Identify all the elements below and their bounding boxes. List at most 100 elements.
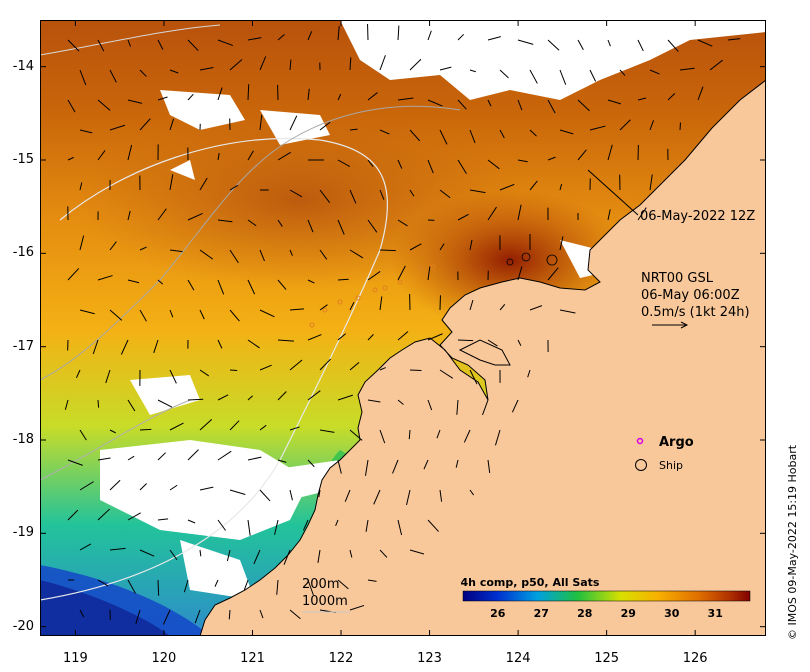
current-vector (397, 219, 408, 227)
current-vector (79, 481, 94, 491)
current-vector (637, 207, 647, 221)
current-vector (217, 87, 223, 101)
current-vector (319, 189, 331, 203)
current-vector (109, 429, 116, 434)
current-vector (79, 609, 85, 618)
current-vector (379, 367, 386, 371)
current-vector (439, 489, 443, 502)
current-vector (247, 339, 260, 349)
current-vector (277, 219, 283, 227)
current-vector (169, 422, 184, 431)
current-vector (337, 333, 347, 341)
current-vector (337, 459, 342, 474)
current-vector (607, 209, 611, 221)
current-vector (169, 249, 183, 253)
warm-band (80, 110, 520, 290)
current-vector (157, 399, 173, 408)
current-vector (406, 489, 411, 506)
current-vector (392, 459, 399, 474)
current-vector (67, 156, 74, 161)
current-vector (127, 279, 140, 284)
current-vector (157, 39, 164, 50)
current-vector (229, 420, 240, 431)
current-vector (127, 512, 141, 521)
sst-map[interactable]: 06-May-2022 12Z NRT00 GSL 06-May 06:00Z … (40, 20, 766, 636)
isobath-1000m (40, 137, 388, 601)
current-vector (344, 489, 351, 502)
current-vector (349, 549, 353, 558)
isobath-200m-label: 200m (302, 577, 339, 592)
current-vector (277, 151, 291, 161)
current-vector (199, 177, 208, 191)
current-vector (367, 579, 377, 582)
current-vector (97, 579, 109, 587)
current-vector (109, 309, 123, 321)
current-vector (162, 609, 171, 625)
current-vector (337, 579, 349, 590)
current-time-label: 06-May 06:00Z (641, 288, 740, 303)
current-vector (307, 459, 315, 468)
current-vector (397, 399, 404, 405)
current-vector (135, 609, 141, 624)
current-vector (439, 66, 452, 71)
current-vector (457, 33, 465, 41)
current-vector (127, 455, 135, 461)
current-vector (547, 267, 559, 281)
current-vector (259, 609, 264, 619)
current-vector (139, 309, 147, 322)
current-vector (349, 604, 365, 611)
current-vector (427, 519, 439, 532)
ship-legend-icon (635, 459, 647, 471)
current-vector (365, 519, 369, 532)
current-vector (559, 309, 576, 314)
current-vector (517, 99, 523, 111)
current-vector (157, 208, 167, 221)
current-vector (307, 219, 314, 233)
current-vector (247, 219, 257, 227)
current-vector (577, 39, 584, 50)
current-vector (289, 249, 293, 256)
colorbar-title: 4h comp, p50, All Sats (461, 576, 600, 589)
current-vector (259, 249, 265, 262)
current-vector (679, 67, 695, 71)
current-vector (109, 241, 117, 251)
current-vector (67, 99, 76, 113)
lat-tick-label: -19 (12, 525, 34, 541)
current-vector (317, 549, 321, 563)
current-vector (247, 456, 262, 461)
current-vector (79, 69, 87, 86)
current-vector (67, 459, 83, 466)
lat-tick-label: -20 (12, 618, 34, 634)
current-vector (456, 399, 459, 415)
argo-markers (309, 264, 436, 328)
current-vector (559, 184, 563, 191)
current-vector (547, 99, 556, 114)
current-vector (247, 279, 256, 295)
map-border (40, 20, 766, 636)
current-vector (469, 239, 473, 251)
current-vector (607, 99, 621, 105)
lat-tick-label: -15 (12, 152, 34, 167)
current-vector (529, 129, 537, 137)
current-vector (649, 69, 660, 75)
current-vector (127, 39, 132, 47)
current-vector (79, 543, 92, 551)
current-vector (367, 333, 374, 341)
current-vector (517, 39, 534, 45)
current-vector (408, 429, 411, 440)
current-vector (289, 609, 301, 620)
current-vector (120, 339, 129, 355)
current-vector (487, 159, 500, 170)
current-vector (469, 369, 478, 385)
current-vector (247, 519, 251, 536)
current-vector (487, 339, 498, 347)
current-vector (667, 92, 676, 101)
current-vector (697, 39, 713, 47)
timestamp-label: 06-May-2022 12Z (640, 209, 755, 224)
current-vector (259, 309, 275, 318)
timestamp-pointer (587, 169, 639, 216)
current-vector (409, 369, 422, 372)
current-vector (302, 519, 309, 531)
current-vector (529, 69, 538, 84)
current-vector (319, 249, 328, 260)
